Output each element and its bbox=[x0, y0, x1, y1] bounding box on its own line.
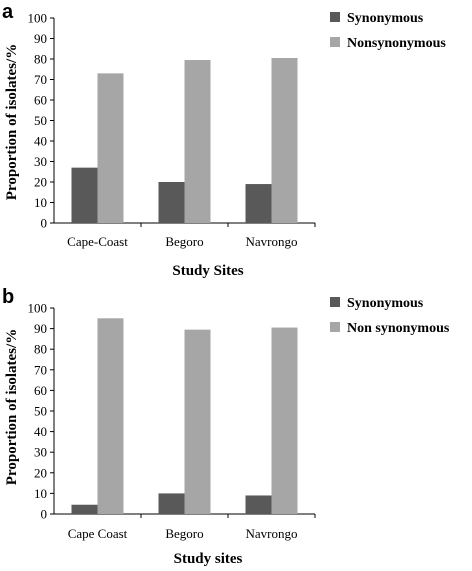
y-tick-label-a: 40 bbox=[34, 134, 47, 149]
category-label-b: Navrongo bbox=[246, 526, 298, 541]
bar-b-synonymous-begoro bbox=[158, 493, 185, 514]
y-tick-label-a: 80 bbox=[34, 52, 47, 67]
chart-panel-b: b 0 10 20 30 40 50 60 70 80 90 100 Cape Coast Begoro… bbox=[0, 285, 472, 571]
bar-b-non-synonymous-begoro bbox=[184, 329, 211, 514]
category-label-a: Begoro bbox=[165, 234, 203, 249]
y-tick-label-b: 40 bbox=[34, 424, 47, 439]
chart-marks-a: 0 10 20 30 40 50 60 70 80 90 100 Cape-Coast Begoro Na… bbox=[28, 11, 447, 250]
legend-label-b-1: Synonymous bbox=[347, 296, 424, 311]
chart-marks-b: 0 10 20 30 40 50 60 70 80 90 100 Cape Coast Begoro Na… bbox=[28, 296, 450, 541]
bar-b-synonymous-cape-coast bbox=[71, 504, 98, 514]
y-tick-label-b: 50 bbox=[34, 404, 47, 419]
y-tick-label-a: 10 bbox=[34, 195, 47, 210]
legend-swatch-b-1 bbox=[330, 297, 340, 307]
y-tick-label-b: 10 bbox=[34, 486, 47, 501]
y-axis-title-a: Proportion of isolates/% bbox=[4, 44, 20, 200]
legend-label-a-2: Nonsynonymous bbox=[347, 36, 446, 51]
category-label-a: Cape-Coast bbox=[67, 234, 128, 249]
y-tick-label-a: 0 bbox=[41, 216, 48, 231]
legend-swatch-b-2 bbox=[330, 322, 340, 332]
y-tick-label-a: 30 bbox=[34, 154, 47, 169]
category-label-a: Navrongo bbox=[246, 234, 298, 249]
bar-a-synonymous-navrongo bbox=[245, 184, 272, 223]
bar-b-non-synonymous-cape-coast bbox=[97, 318, 124, 514]
y-tick-label-b: 20 bbox=[34, 465, 47, 480]
y-tick-label-b: 60 bbox=[34, 383, 47, 398]
y-tick-label-a: 90 bbox=[34, 31, 47, 46]
y-tick-label-b: 0 bbox=[41, 507, 48, 522]
bar-a-nonsynonymous-cape-coast bbox=[97, 73, 124, 223]
y-tick-label-a: 70 bbox=[34, 72, 47, 87]
bar-a-nonsynonymous-navrongo bbox=[271, 57, 298, 223]
legend-swatch-a-2 bbox=[330, 37, 340, 47]
chart-panel-a: a 0 10 20 30 40 50 60 70 80 90 100 Cape-Coast Begoro… bbox=[2, 1, 447, 279]
x-axis-title-b: Study sites bbox=[174, 551, 243, 567]
bar-b-synonymous-navrongo bbox=[245, 495, 272, 514]
y-tick-label-b: 80 bbox=[34, 342, 47, 357]
legend-label-a-1: Synonymous bbox=[347, 11, 424, 26]
bar-chart-a: a 0 10 20 30 40 50 60 70 80 90 100 Cape-Coast Begoro… bbox=[2, 1, 447, 279]
y-tick-label-b: 90 bbox=[34, 321, 47, 336]
bar-a-synonymous-begoro bbox=[158, 182, 185, 223]
category-label-b: Begoro bbox=[165, 526, 203, 541]
bar-a-synonymous-cape-coast bbox=[71, 167, 98, 223]
legend-label-b-2: Non synonymous bbox=[347, 321, 450, 336]
category-label-b: Cape Coast bbox=[68, 526, 128, 541]
x-axis-title-a: Study Sites bbox=[172, 263, 243, 279]
y-axis-title-b: Proportion of isolates/% bbox=[4, 329, 20, 485]
bar-a-nonsynonymous-begoro bbox=[184, 60, 211, 224]
bar-chart-b: b 0 10 20 30 40 50 60 70 80 90 100 Cape Coast Begoro… bbox=[2, 286, 450, 567]
y-tick-label-a: 50 bbox=[34, 113, 47, 128]
panel-label-a: a bbox=[2, 1, 14, 23]
y-tick-label-b: 100 bbox=[28, 301, 48, 316]
y-tick-label-a: 60 bbox=[34, 93, 47, 108]
panel-label-b: b bbox=[2, 286, 14, 308]
legend-swatch-a-1 bbox=[330, 12, 340, 22]
y-tick-label-b: 30 bbox=[34, 445, 47, 460]
y-tick-label-a: 20 bbox=[34, 175, 47, 190]
bar-b-non-synonymous-navrongo bbox=[271, 327, 298, 514]
y-tick-label-a: 100 bbox=[28, 11, 48, 26]
y-tick-label-b: 70 bbox=[34, 362, 47, 377]
